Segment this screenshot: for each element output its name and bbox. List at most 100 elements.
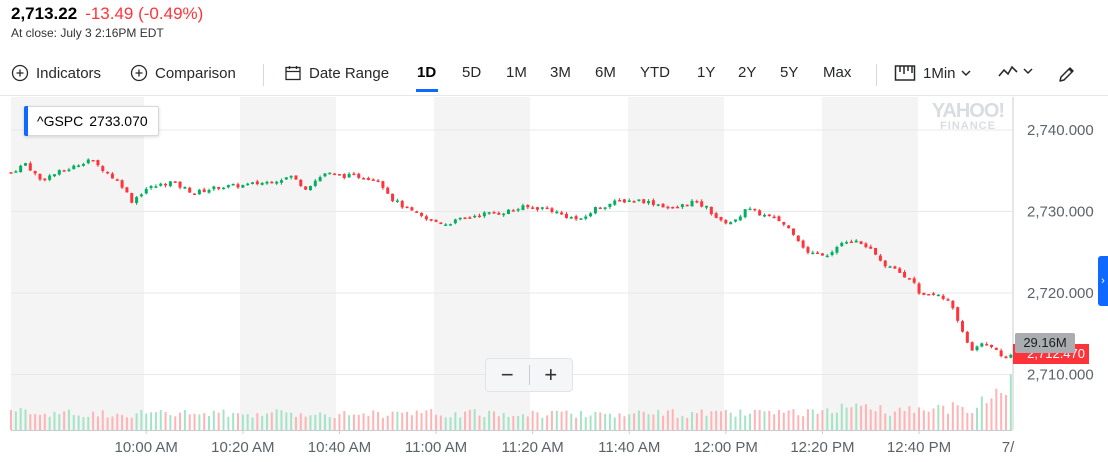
candle-body — [685, 204, 689, 207]
volume-bar — [256, 413, 259, 430]
volume-bar — [536, 412, 539, 430]
candle-body — [579, 218, 583, 220]
draw-button[interactable] — [1057, 64, 1077, 84]
candle-body — [23, 163, 27, 166]
candle-body — [516, 209, 520, 211]
volume-bar — [188, 414, 191, 430]
volume-bar — [328, 417, 331, 430]
volume-bar — [265, 413, 268, 430]
range-1m[interactable]: 1M — [506, 64, 527, 81]
volume-bar — [662, 415, 665, 430]
volume-bar — [990, 398, 993, 430]
candle-body — [970, 342, 974, 351]
chevron-right-icon[interactable]: › — [1098, 256, 1108, 306]
volume-bar — [304, 416, 307, 430]
candle-body — [183, 187, 187, 189]
toolbar-border — [0, 95, 1108, 96]
volume-bar — [217, 412, 220, 430]
candle-body — [347, 173, 351, 178]
candle-body — [801, 240, 805, 248]
date-range-button[interactable]: Date Range — [284, 64, 389, 82]
candle-body — [627, 200, 631, 202]
volume-bar — [435, 414, 438, 430]
candle-body — [748, 208, 752, 211]
volume-bar — [478, 415, 481, 430]
x-tick-label: 12:40 PM — [887, 439, 951, 456]
candle-body — [656, 204, 660, 206]
candle-body — [511, 210, 515, 212]
range-max[interactable]: Max — [823, 64, 852, 81]
volume-bar — [575, 417, 578, 430]
volume-bar — [715, 410, 718, 430]
volume-bar — [198, 414, 201, 430]
price-change: -13.49 (-0.49%) — [85, 4, 204, 23]
volume-bar — [869, 409, 872, 430]
range-5y[interactable]: 5Y — [780, 64, 799, 81]
volume-bar — [237, 413, 240, 430]
range-ytd[interactable]: YTD — [640, 64, 670, 81]
volume-bar — [773, 414, 776, 430]
candle-body — [371, 179, 375, 181]
candle-body — [526, 205, 530, 208]
candle-body — [337, 174, 341, 176]
candle-body — [115, 179, 119, 181]
candle-body — [535, 207, 539, 210]
comparison-button[interactable]: Comparison — [130, 64, 236, 82]
zoom-in-button[interactable]: + — [544, 362, 558, 387]
chart-type-selector[interactable] — [998, 64, 1033, 78]
interval-selector[interactable]: 1Min — [894, 64, 971, 82]
candle-body — [19, 165, 23, 173]
y-tick-label: 2,730.000 — [1027, 204, 1094, 221]
range-1d[interactable]: 1D — [417, 64, 437, 81]
candle-body — [830, 252, 834, 256]
candle-body — [956, 307, 960, 321]
volume-bar — [401, 412, 404, 430]
volume-bar — [444, 417, 447, 430]
time-bands — [11, 97, 918, 430]
indicators-button[interactable]: Indicators — [11, 64, 101, 82]
candle-body — [299, 179, 303, 187]
volume-bar — [860, 405, 863, 430]
candle-body — [318, 177, 322, 182]
candle-body — [545, 207, 549, 210]
volume-bar — [816, 413, 819, 430]
zoom-out-button[interactable]: − — [500, 362, 514, 387]
volume-bar — [48, 416, 51, 430]
closing-time: At close: July 3 2:16PM EDT — [11, 26, 164, 40]
candle-body — [932, 293, 936, 295]
candle-body — [86, 159, 90, 164]
candle-body — [241, 184, 245, 188]
candle-body — [48, 175, 52, 180]
candle-body — [323, 173, 327, 177]
volume-bar — [517, 416, 520, 430]
volume-bar — [53, 411, 56, 430]
volume-bar — [768, 410, 771, 430]
volume-bar — [550, 411, 553, 430]
chevron-down-icon — [960, 70, 971, 77]
candle-body — [878, 255, 882, 261]
volume-bar — [154, 412, 157, 430]
volume-bar — [633, 413, 636, 430]
candle-body — [139, 194, 143, 197]
zoom-controls: − + — [485, 358, 573, 392]
volume-bar — [116, 413, 119, 430]
symbol-ticker: ^GSPC — [37, 113, 84, 129]
range-1y[interactable]: 1Y — [697, 64, 716, 81]
x-tick-label: 10:40 AM — [308, 439, 371, 456]
candle-body — [96, 160, 100, 166]
candle-body — [458, 217, 462, 220]
candle-body — [453, 219, 457, 224]
range-3m[interactable]: 3M — [550, 64, 571, 81]
volume-bar — [985, 403, 988, 430]
range-2y[interactable]: 2Y — [738, 64, 757, 81]
range-6m[interactable]: 6M — [595, 64, 616, 81]
volume-bar — [208, 415, 211, 430]
volume-bar — [739, 409, 742, 430]
volume-bar — [454, 412, 457, 430]
range-5d[interactable]: 5D — [462, 64, 482, 81]
volume-bar — [927, 411, 930, 430]
volume-bar — [1004, 394, 1007, 430]
volume-bar — [338, 414, 341, 430]
time-band — [11, 97, 144, 430]
